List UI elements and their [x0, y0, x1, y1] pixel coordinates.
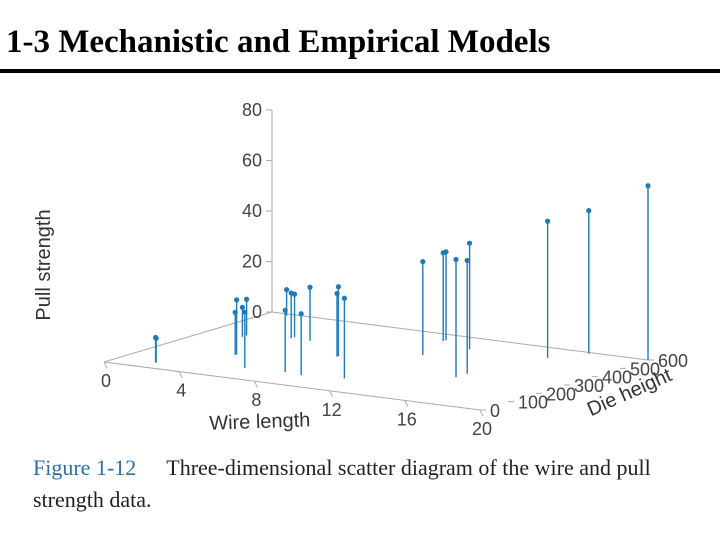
data-point [335, 284, 341, 290]
x-tick [253, 380, 258, 388]
data-point [282, 307, 288, 313]
z-tick-label: 0 [252, 302, 262, 322]
x-tick-label: 0 [101, 371, 111, 391]
y-tick-label: 500 [630, 359, 660, 379]
data-point [420, 259, 426, 265]
z-axis-label: Pull strength [33, 209, 55, 320]
data-point [284, 287, 290, 293]
data-point [341, 295, 347, 301]
x-axis-label: Wire length [209, 409, 311, 435]
data-point [645, 183, 651, 189]
data-point [234, 297, 240, 303]
data-point [440, 250, 446, 256]
y-tick-label: 0 [490, 401, 500, 421]
data-point [586, 208, 592, 214]
data-point [545, 218, 551, 224]
data-point [288, 290, 294, 296]
data-point [453, 256, 459, 263]
data-point [464, 257, 470, 264]
x-tick [329, 390, 334, 398]
title-rule [0, 69, 720, 73]
x-tick-label: 16 [397, 409, 417, 429]
y-tick-label: 200 [546, 384, 576, 404]
x-tick [479, 409, 484, 417]
y-tick-label: 600 [658, 351, 688, 371]
x-tick-label: 20 [472, 419, 492, 439]
z-tick-label: 40 [242, 201, 262, 221]
x-tick-label: 4 [176, 381, 186, 401]
data-point [153, 334, 159, 341]
caption-text: Three-dimensional scatter diagram of the… [33, 455, 651, 512]
x-tick-label: 12 [322, 400, 342, 420]
slide-title: 1-3 Mechanistic and Empirical Models [6, 24, 551, 60]
figure-caption: Figure 1-12 Three-dimensional scatter dia… [33, 452, 713, 516]
x-tick [404, 400, 409, 407]
data-point [244, 296, 250, 302]
y-tick-label: 300 [574, 376, 604, 396]
data-point [298, 311, 304, 317]
data-point [467, 240, 473, 246]
figure-label: Figure 1-12 [33, 455, 137, 480]
floor-outline [103, 311, 649, 411]
data-point [307, 284, 313, 290]
x-tick-label: 8 [251, 390, 261, 410]
z-tick-label: 20 [242, 252, 262, 272]
data-point [242, 309, 248, 315]
x-tick [103, 361, 108, 369]
y-tick-label: 400 [602, 368, 632, 388]
data-point [239, 304, 245, 310]
z-tick-label: 80 [242, 100, 262, 120]
data-point [334, 290, 340, 297]
x-tick [178, 371, 183, 378]
z-tick-label: 60 [242, 151, 262, 171]
y-tick-label: 100 [518, 393, 548, 413]
data-point [232, 309, 238, 315]
